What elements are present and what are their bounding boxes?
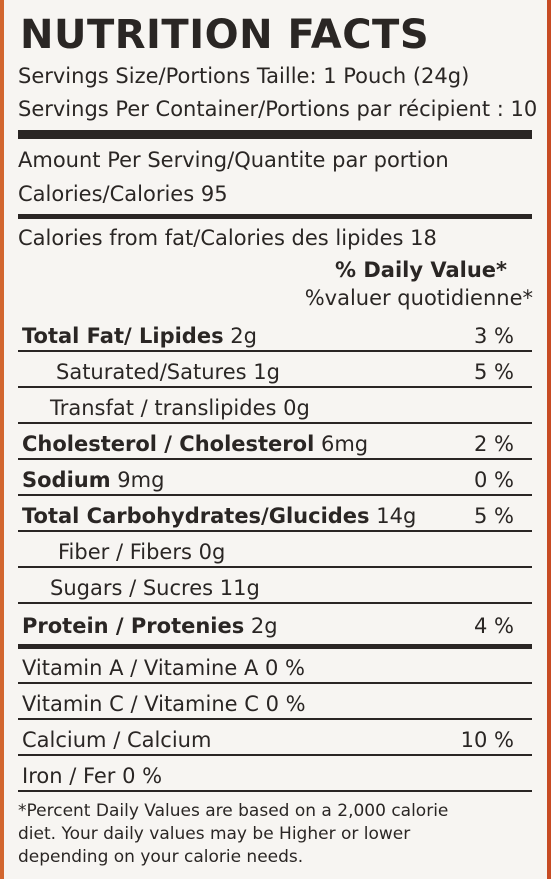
footnote-line: depending on your calorie needs. — [18, 847, 304, 867]
daily-value-header: % Daily Value* — [335, 258, 507, 282]
nutrient-name: Sodium — [22, 468, 111, 492]
nutrient-row: Total Carbohydrates/Glucides 14g 5 % — [18, 500, 532, 532]
nutrition-label: NUTRITION FACTS Servings Size/Portions T… — [4, 0, 547, 879]
nutrient-row: Fiber / Fibers 0g — [18, 536, 532, 568]
nutrient-percent: 4 % — [474, 614, 514, 638]
nutrient-name: Total Carbohydrates/Glucides — [22, 504, 370, 528]
calories: Calories/Calories 95 — [18, 182, 228, 206]
nutrient-percent: 5 % — [474, 504, 514, 528]
calories-from-fat: Calories from fat/Calories des lipides 1… — [18, 226, 437, 250]
amount-per-serving: Amount Per Serving/Quantite par portion — [18, 148, 449, 172]
nutrient-row: Total Fat/ Lipides 2g 3 % — [18, 320, 532, 352]
package-edge-left — [0, 0, 4, 879]
package-edge-right — [547, 0, 551, 879]
divider-thick — [18, 130, 532, 139]
nutrient-percent: 0 % — [474, 468, 514, 492]
nutrient-percent: 5 % — [474, 360, 514, 384]
label-title: NUTRITION FACTS — [20, 12, 430, 58]
serving-size: Servings Size/Portions Taille: 1 Pouch (… — [18, 64, 470, 88]
nutrient-name: Transfat / translipides 0g — [50, 396, 310, 420]
nutrient-name: Total Fat/ Lipides — [22, 324, 224, 348]
divider-medium — [18, 644, 532, 649]
servings-per-container: Servings Per Container/Portions par réci… — [18, 97, 538, 121]
vitamin-row: Calcium / Calcium 10 % — [18, 724, 532, 756]
nutrient-percent: 3 % — [474, 324, 514, 348]
footnote-line: diet. Your daily values may be Higher or… — [18, 824, 411, 844]
nutrient-row: Cholesterol / Cholesterol 6mg 2 % — [18, 428, 532, 460]
nutrient-amount: 6mg — [314, 432, 369, 456]
nutrient-amount: 9mg — [110, 468, 165, 492]
vitamin-row: Vitamin A / Vitamine A 0 % — [18, 652, 532, 684]
nutrient-row: Protein / Protenies 2g 4 % — [18, 608, 532, 638]
vitamin-name: Calcium / Calcium — [22, 728, 212, 752]
divider-medium — [18, 214, 532, 219]
vitamin-name: Vitamin C / Vitamine C 0 % — [22, 692, 306, 716]
nutrient-row: Saturated/Satures 1g 5 % — [18, 356, 532, 388]
nutrient-row: Transfat / translipides 0g — [18, 392, 532, 424]
nutrient-row: Sugars / Sucres 11g — [18, 572, 532, 604]
vitamin-name: Iron / Fer 0 % — [22, 764, 163, 788]
daily-value-header-fr: %valuer quotidienne* — [304, 286, 533, 310]
nutrient-percent: 2 % — [474, 432, 514, 456]
nutrient-row: Sodium 9mg 0 % — [18, 464, 532, 496]
footnote: *Percent Daily Values are based on a 2,0… — [18, 800, 532, 869]
nutrient-amount: 2g — [223, 324, 257, 348]
vitamin-row: Iron / Fer 0 % — [18, 760, 532, 792]
vitamin-percent: 10 % — [460, 728, 514, 752]
nutrient-name: Protein / Protenies — [22, 614, 245, 638]
nutrient-name: Sugars / Sucres 11g — [50, 576, 260, 600]
vitamin-row: Vitamin C / Vitamine C 0 % — [18, 688, 532, 720]
nutrient-name: Cholesterol / Cholesterol — [22, 432, 315, 456]
nutrient-name: Fiber / Fibers 0g — [58, 540, 226, 564]
nutrient-amount: 2g — [244, 614, 278, 638]
footnote-line: *Percent Daily Values are based on a 2,0… — [18, 801, 449, 821]
vitamin-name: Vitamin A / Vitamine A 0 % — [22, 656, 305, 680]
nutrient-name: Saturated/Satures 1g — [56, 360, 280, 384]
nutrient-amount: 14g — [369, 504, 417, 528]
